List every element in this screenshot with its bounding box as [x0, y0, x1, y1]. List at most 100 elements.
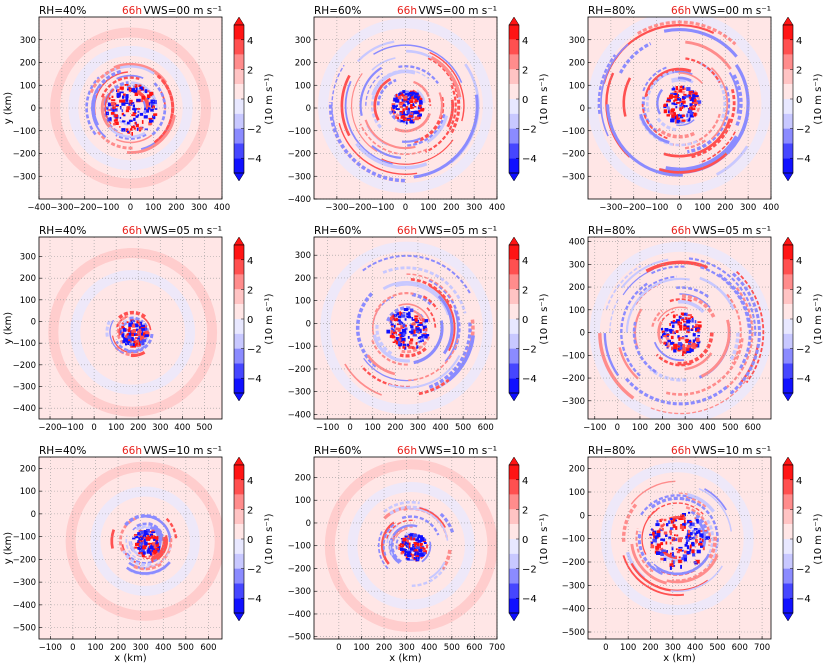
core-cell	[425, 327, 428, 332]
colorbar-segment	[783, 289, 793, 305]
core-cell	[399, 92, 402, 95]
x-tick-label: 600	[200, 643, 216, 653]
colorbar-tick-label: −4	[522, 374, 537, 385]
core-cell	[698, 324, 702, 328]
core-cell	[671, 88, 675, 91]
core-cell	[673, 314, 676, 319]
core-cell	[695, 538, 697, 543]
y-tick-label: 100	[569, 488, 585, 498]
spiral-band	[698, 488, 733, 532]
core-cell	[119, 330, 122, 334]
core-cell	[110, 101, 116, 106]
vws-title: VWS=10 m s⁻¹	[143, 445, 222, 457]
core-cell	[693, 92, 698, 96]
colorbar-tick-label: 2	[247, 505, 253, 516]
core-cell	[660, 327, 664, 331]
core-cell	[393, 317, 398, 322]
spiral-band	[410, 277, 453, 310]
y-tick-label: 300	[569, 260, 585, 270]
core-cell	[677, 323, 681, 326]
spiral-band	[699, 276, 735, 310]
colorbar-tick-label: −4	[247, 154, 262, 165]
y-tick-label: −300	[562, 581, 585, 591]
spiral-band	[386, 519, 416, 539]
core-cell	[121, 109, 124, 113]
spiral-band	[91, 85, 107, 138]
spiral-band	[142, 100, 148, 115]
colorbar-segment	[234, 598, 244, 613]
colorbar-segment	[509, 113, 519, 129]
core-cell	[116, 95, 120, 98]
core-cell	[402, 345, 406, 349]
spiral-band	[143, 554, 156, 560]
core-cell	[679, 346, 683, 350]
core-cell	[418, 113, 422, 117]
spiral-band	[657, 306, 688, 322]
core-cell	[668, 95, 673, 100]
spiral-band	[606, 104, 683, 177]
core-cell	[412, 556, 416, 559]
core-cell	[414, 548, 418, 552]
spiral-band	[85, 76, 100, 136]
core-cell	[681, 529, 684, 531]
colorbar-segment	[783, 465, 793, 480]
core-cell	[699, 533, 704, 537]
x-tick-label: 200	[717, 203, 733, 213]
core-cell	[131, 125, 135, 128]
core-cell	[115, 104, 119, 106]
core-cell	[670, 321, 675, 324]
core-cell	[390, 330, 393, 335]
core-cell	[135, 324, 139, 328]
core-cell	[146, 529, 150, 533]
core-cell	[682, 85, 685, 89]
core-cell	[663, 104, 667, 107]
spiral-band	[406, 273, 454, 302]
x-tick-label: −400	[27, 203, 50, 213]
colorbar-tick-label: 4	[796, 476, 802, 487]
core-cell	[419, 543, 423, 546]
core-cell	[420, 547, 425, 549]
core-cell	[674, 90, 677, 93]
plot-frame	[587, 236, 772, 420]
colorbar-tick-label: −4	[247, 374, 262, 385]
y-tick-label: 200	[569, 283, 585, 293]
spiral-band	[426, 115, 449, 144]
core-cell	[114, 121, 119, 125]
core-cell	[391, 325, 394, 328]
spiral-band	[670, 565, 723, 593]
x-tick-label: 500	[455, 423, 471, 433]
core-cell	[674, 115, 677, 120]
core-cell	[404, 535, 408, 538]
y-tick-label: −100	[13, 533, 36, 543]
core-cell	[680, 321, 682, 325]
spiral-band	[681, 294, 716, 319]
colorbar-segment	[783, 494, 793, 510]
core-cell	[137, 332, 141, 336]
x-tick-label: 500	[709, 643, 725, 653]
core-cell	[420, 107, 425, 111]
core-cell	[687, 350, 692, 354]
spiral-band	[438, 92, 443, 119]
y-tick-label: 200	[20, 464, 36, 474]
rh-title: RH=40%	[39, 5, 86, 17]
core-cell	[653, 535, 656, 538]
y-tick-label: 0	[31, 104, 36, 114]
x-tick-label: 200	[654, 423, 670, 433]
panel-2: −300 −200 −100 0 100 200 300 400−400−300−200−10…	[288, 5, 550, 213]
core-cell	[408, 316, 412, 319]
core-cell	[114, 102, 117, 105]
core-cell	[392, 314, 395, 318]
colorbar-tick-label: 0	[522, 535, 528, 546]
core-cell	[149, 91, 154, 96]
x-tick-label: 700	[489, 643, 505, 653]
core-cell	[685, 327, 690, 330]
core-cell	[660, 557, 664, 561]
core-cell	[695, 559, 700, 564]
y-tick-label: −100	[562, 351, 585, 361]
core-cell	[676, 314, 678, 316]
core-cell	[416, 345, 419, 349]
core-cell	[126, 106, 128, 111]
core-cell	[398, 544, 403, 547]
core-cell	[688, 108, 692, 111]
x-tick-label: 100	[145, 203, 161, 213]
